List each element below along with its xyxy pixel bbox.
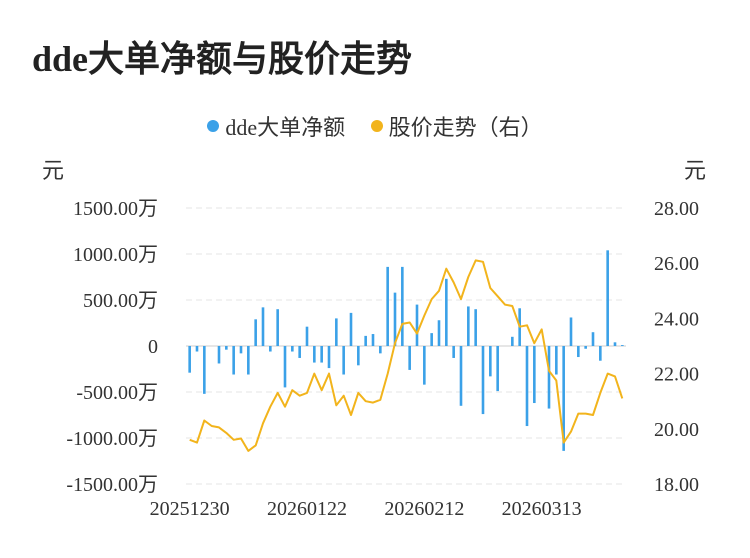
legend-label-price: 股价走势（右） [388, 115, 543, 140]
left-tick-label: 1500.00万 [73, 198, 158, 220]
bar [533, 346, 536, 404]
left-tick-label: 500.00万 [83, 290, 158, 312]
bar [621, 345, 624, 346]
x-tick-layer: 20251230 20260122 20260212 20260313 [150, 498, 582, 520]
left-axis-unit: 元 [42, 158, 64, 183]
bar [379, 346, 382, 354]
bar [467, 306, 470, 346]
bar [562, 346, 565, 451]
line-layer [189, 259, 624, 452]
x-tick-label: 20260122 [267, 498, 347, 520]
bar [577, 346, 580, 358]
bar [401, 266, 404, 346]
bar [569, 317, 573, 346]
legend-dot-line [370, 120, 383, 132]
bar [305, 326, 309, 346]
bar [342, 346, 345, 375]
bar [547, 346, 551, 409]
bar [584, 346, 587, 349]
left-tick-label: -500.00万 [76, 382, 158, 404]
grid-layer [186, 207, 626, 485]
bar [437, 320, 441, 346]
bar [423, 346, 426, 385]
bar [247, 346, 250, 375]
right-tick-label: 24.00 [654, 308, 699, 330]
bar [291, 346, 294, 352]
bar [261, 307, 265, 346]
bar [276, 309, 279, 346]
bar [283, 346, 287, 388]
bar [393, 292, 397, 346]
price-line [189, 259, 624, 452]
bar [474, 309, 477, 346]
bar [452, 346, 455, 358]
right-tick-label: 28.00 [654, 198, 699, 220]
bar [335, 318, 338, 346]
bar [269, 346, 272, 352]
bar [239, 346, 243, 354]
bar [555, 346, 558, 375]
bar [195, 346, 199, 352]
bar [599, 346, 602, 361]
bar [232, 346, 235, 375]
bar [511, 336, 514, 346]
right-tick-layer: 28.00 26.00 24.00 22.00 20.00 18.00 [654, 198, 699, 496]
bar [357, 346, 360, 366]
bar [591, 332, 595, 346]
bar [364, 335, 367, 346]
legend: dde大单净额 股价走势（右） [0, 110, 750, 142]
bar [313, 346, 316, 363]
left-tick-label: 0 [148, 336, 158, 358]
left-tick-label: 1000.00万 [73, 244, 158, 266]
bar [445, 278, 448, 346]
x-tick-label: 20260313 [502, 498, 582, 520]
bar [320, 346, 323, 363]
bar [188, 346, 191, 373]
bar [371, 334, 375, 346]
bar [525, 346, 529, 427]
x-tick-label: 20260212 [384, 498, 464, 520]
legend-label-dde: dde大单净额 [225, 115, 346, 140]
bar [613, 342, 617, 346]
bar [298, 346, 301, 358]
legend-item-price[interactable]: 股价走势（右） [370, 110, 543, 142]
bar-layer [188, 250, 624, 451]
bar [203, 346, 206, 394]
bar [408, 346, 411, 370]
right-tick-label: 26.00 [654, 253, 699, 275]
bar [606, 250, 609, 346]
left-tick-layer: 1500.00万 1000.00万 500.00万 0 -500.00万 -1000.00… [66, 198, 158, 496]
left-tick-label: -1000.00万 [66, 428, 158, 450]
bar [217, 346, 221, 364]
bar [496, 346, 499, 392]
legend-item-dde[interactable]: dde大单净额 [207, 110, 345, 142]
right-axis-unit: 元 [684, 158, 706, 183]
bar [254, 319, 257, 346]
chart-title: dde大单净额与股价走势 [32, 39, 413, 79]
bar [327, 346, 331, 369]
x-tick-label: 20251230 [150, 498, 230, 520]
bar [386, 266, 389, 346]
legend-dot-bar [207, 120, 220, 132]
bar [225, 346, 228, 350]
bar [489, 346, 492, 377]
bar [459, 346, 463, 406]
right-tick-label: 18.00 [654, 474, 699, 496]
right-tick-label: 22.00 [654, 364, 699, 386]
bar [349, 312, 353, 346]
bar [415, 304, 419, 346]
left-tick-label: -1500.00万 [66, 474, 158, 496]
bar [481, 346, 485, 415]
right-tick-label: 20.00 [654, 419, 699, 441]
bar [430, 333, 433, 346]
